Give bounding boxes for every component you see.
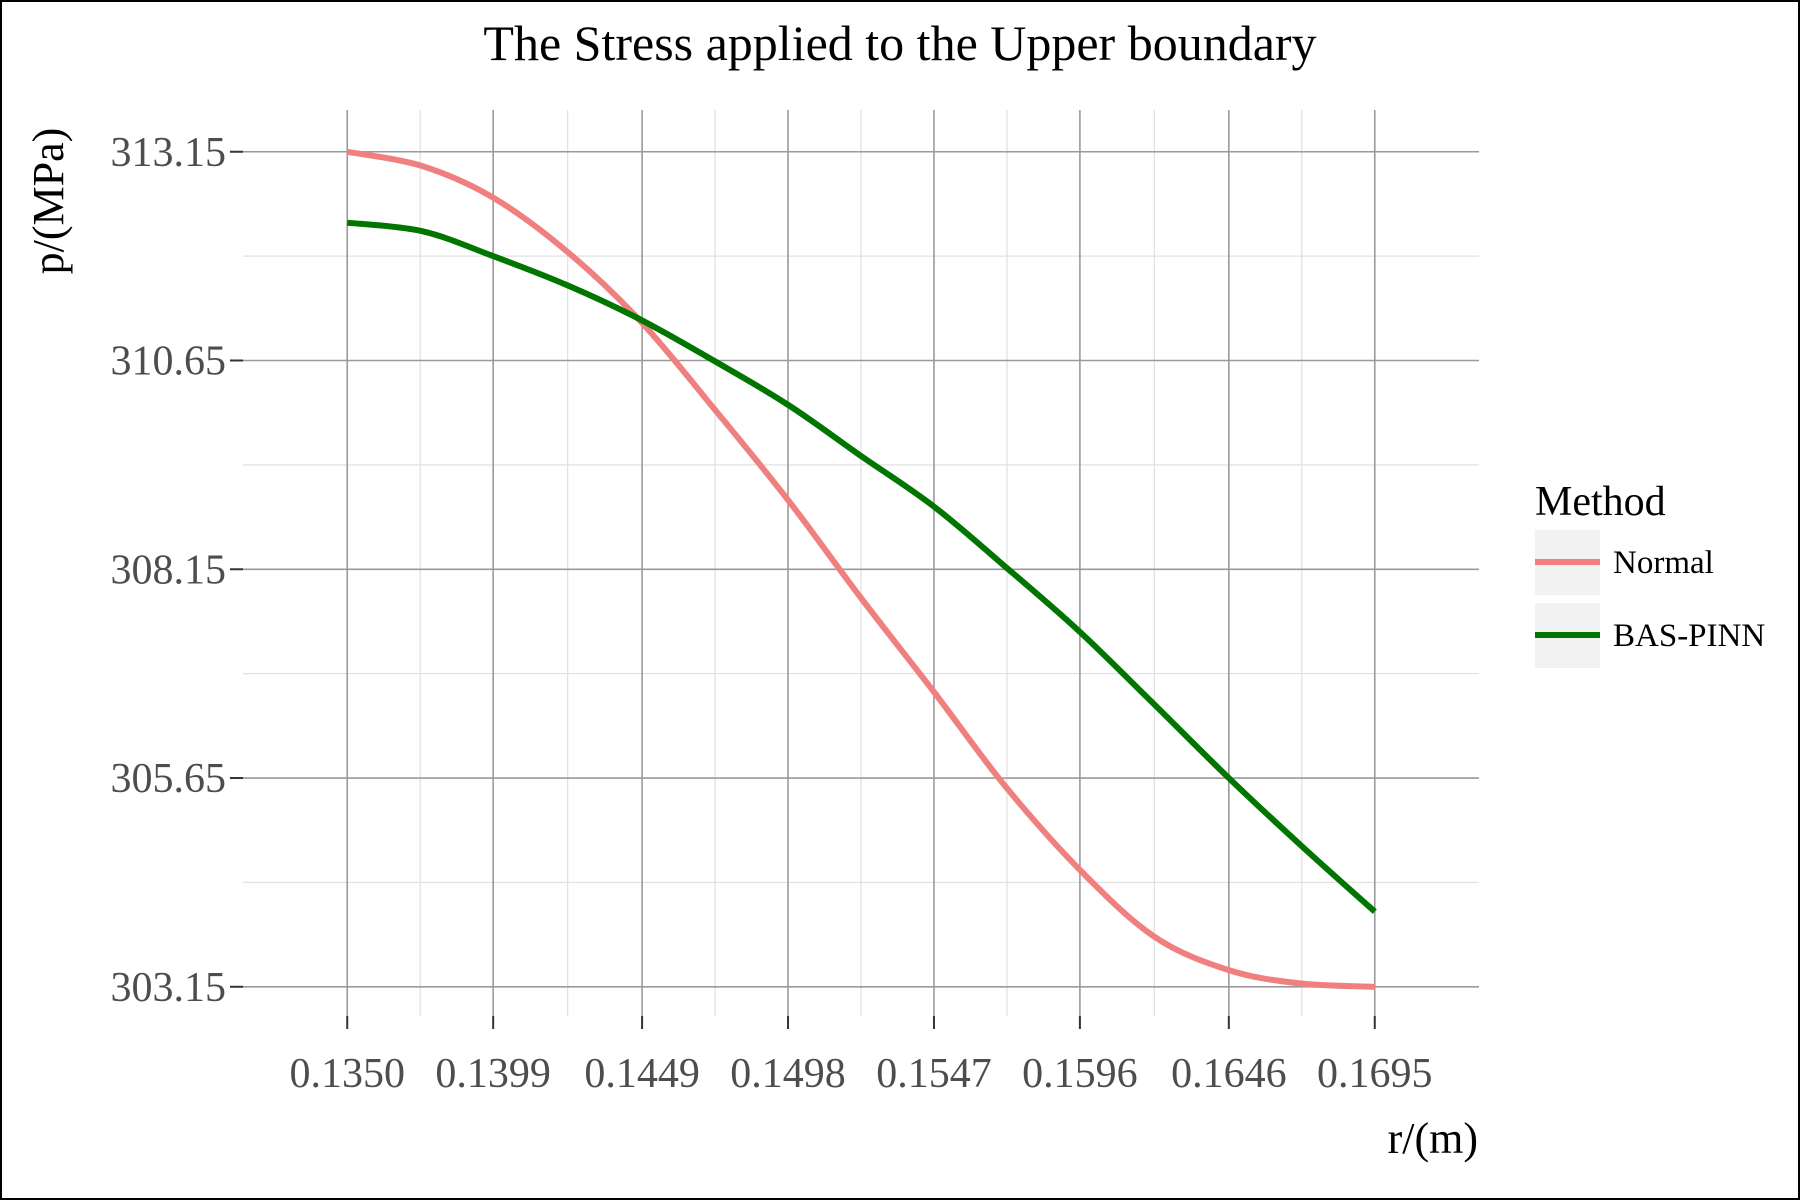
legend-label-bas-pinn: BAS-PINN (1613, 618, 1765, 654)
y-tick-label: 313.15 (111, 130, 227, 176)
x-tick-label: 0.1350 (289, 1051, 405, 1097)
x-tick-label: 0.1399 (435, 1051, 551, 1097)
series-line-normal (346, 148, 1375, 990)
y-tick-label: 308.15 (111, 547, 227, 593)
series-line-bas-pinn (346, 219, 1377, 914)
x-tick-label: 0.1695 (1317, 1051, 1433, 1097)
y-axis: 303.15 305.65 308.15 310.65 313.15 (111, 130, 243, 1011)
x-tick-label: 0.1498 (730, 1051, 846, 1097)
x-axis-label: r/(m) (1388, 1114, 1478, 1163)
x-tick-label: 0.1449 (584, 1051, 700, 1097)
legend-title: Method (1535, 479, 1666, 525)
y-axis-label: p/(MPa) (24, 128, 73, 275)
x-tick-label: 0.1646 (1171, 1051, 1287, 1097)
y-tick-label: 303.15 (111, 965, 227, 1011)
x-tick-label: 0.1596 (1022, 1051, 1138, 1097)
major-gridlines (243, 110, 1479, 1016)
legend: Method Normal BAS-PINN (1535, 479, 1765, 668)
x-tick-label: 0.1547 (876, 1051, 992, 1097)
y-tick-label: 305.65 (111, 756, 227, 802)
legend-label-normal: Normal (1613, 545, 1714, 581)
x-axis: 0.1350 0.1399 0.1449 0.1498 0.1547 0.1596 0.16… (289, 1016, 1433, 1097)
y-tick-label: 310.65 (111, 339, 227, 385)
chart-title: The Stress applied to the Upper boundary (483, 15, 1316, 71)
series-lines (346, 148, 1377, 990)
minor-gridlines (243, 110, 1479, 1016)
